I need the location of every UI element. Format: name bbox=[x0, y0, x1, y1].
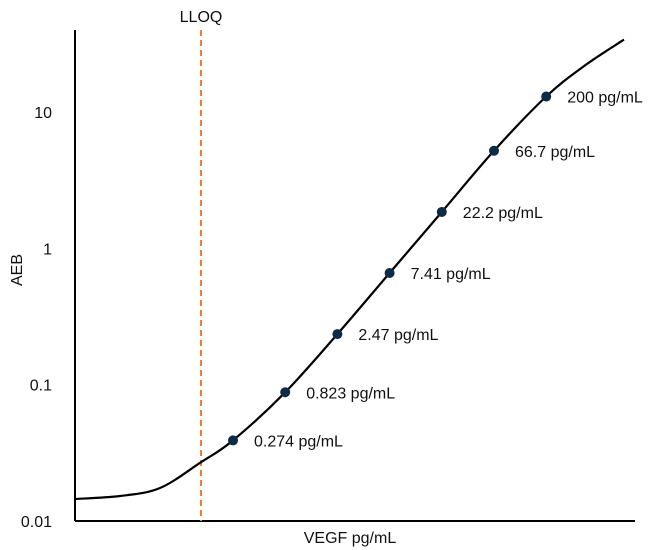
data-point bbox=[541, 91, 552, 102]
lloq-label: LLOQ bbox=[180, 9, 223, 26]
y-tick-label: 1 bbox=[43, 241, 52, 258]
y-tick-labels: 0.01 0.1 1 10 bbox=[21, 105, 52, 531]
data-point-label: 200 pg/mL bbox=[567, 90, 643, 107]
data-point-label: 0.274 pg/mL bbox=[254, 433, 343, 450]
data-point-label: 7.41 pg/mL bbox=[411, 266, 491, 283]
data-point-label: 0.823 pg/mL bbox=[306, 385, 395, 402]
y-tick-label: 0.01 bbox=[21, 514, 52, 531]
data-point bbox=[280, 387, 291, 398]
standard-curve-line bbox=[74, 38, 625, 501]
data-point bbox=[228, 435, 238, 446]
data-point-label: 22.2 pg/mL bbox=[463, 205, 543, 222]
data-points: 0.274 pg/mL 0.823 pg/mL 2.47 pg/mL 7.41 pg/… bbox=[228, 90, 643, 450]
data-point bbox=[489, 145, 499, 156]
axes bbox=[74, 30, 635, 522]
data-point-label: 2.47 pg/mL bbox=[358, 327, 438, 344]
y-tick-label: 0.1 bbox=[30, 378, 52, 395]
data-point bbox=[332, 329, 343, 340]
data-point bbox=[436, 206, 447, 217]
x-axis-label: VEGF pg/mL bbox=[304, 530, 397, 547]
y-axis-label: AEB bbox=[9, 254, 26, 286]
lloq-marker: LLOQ bbox=[180, 9, 223, 521]
y-tick-label: 10 bbox=[34, 105, 52, 122]
data-point bbox=[384, 267, 395, 278]
data-point-label: 66.7 pg/mL bbox=[515, 144, 595, 161]
